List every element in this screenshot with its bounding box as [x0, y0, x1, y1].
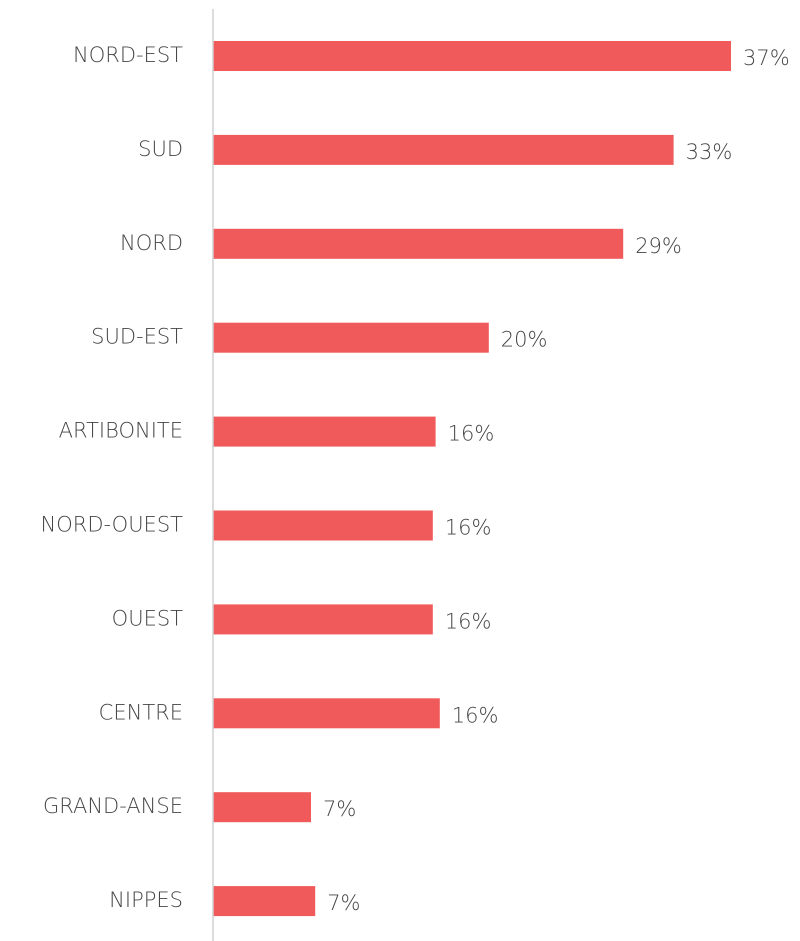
category-label: ARTIBONITE: [59, 419, 183, 443]
bar: [213, 886, 316, 917]
bar: [213, 41, 731, 71]
category-label: CENTRE: [99, 700, 183, 724]
value-label: 7%: [327, 891, 360, 915]
category-label: GRAND-ANSE: [43, 794, 183, 818]
bar: [213, 698, 440, 729]
bar: [213, 604, 433, 635]
value-label: 16%: [445, 609, 492, 633]
value-label: 37%: [743, 46, 790, 70]
category-label: NIPPES: [109, 888, 183, 912]
category-label: NORD-OUEST: [41, 513, 184, 537]
bar: [213, 416, 436, 447]
value-label: 29%: [635, 234, 682, 258]
category-label: NORD: [120, 231, 183, 255]
value-label: 20%: [501, 328, 548, 352]
category-label: OUEST: [112, 606, 183, 630]
bar: [213, 510, 433, 541]
value-label: 16%: [445, 516, 492, 540]
bar: [213, 792, 311, 823]
value-label: 33%: [686, 140, 733, 164]
value-label: 16%: [452, 703, 499, 727]
category-label: NORD-EST: [73, 43, 183, 67]
value-label: 7%: [323, 797, 356, 821]
category-label: SUD-EST: [91, 325, 183, 349]
category-label: SUD: [138, 137, 183, 161]
bar: [213, 228, 624, 259]
value-label: 16%: [448, 422, 495, 446]
bar: [213, 134, 674, 165]
bar: [213, 322, 489, 353]
